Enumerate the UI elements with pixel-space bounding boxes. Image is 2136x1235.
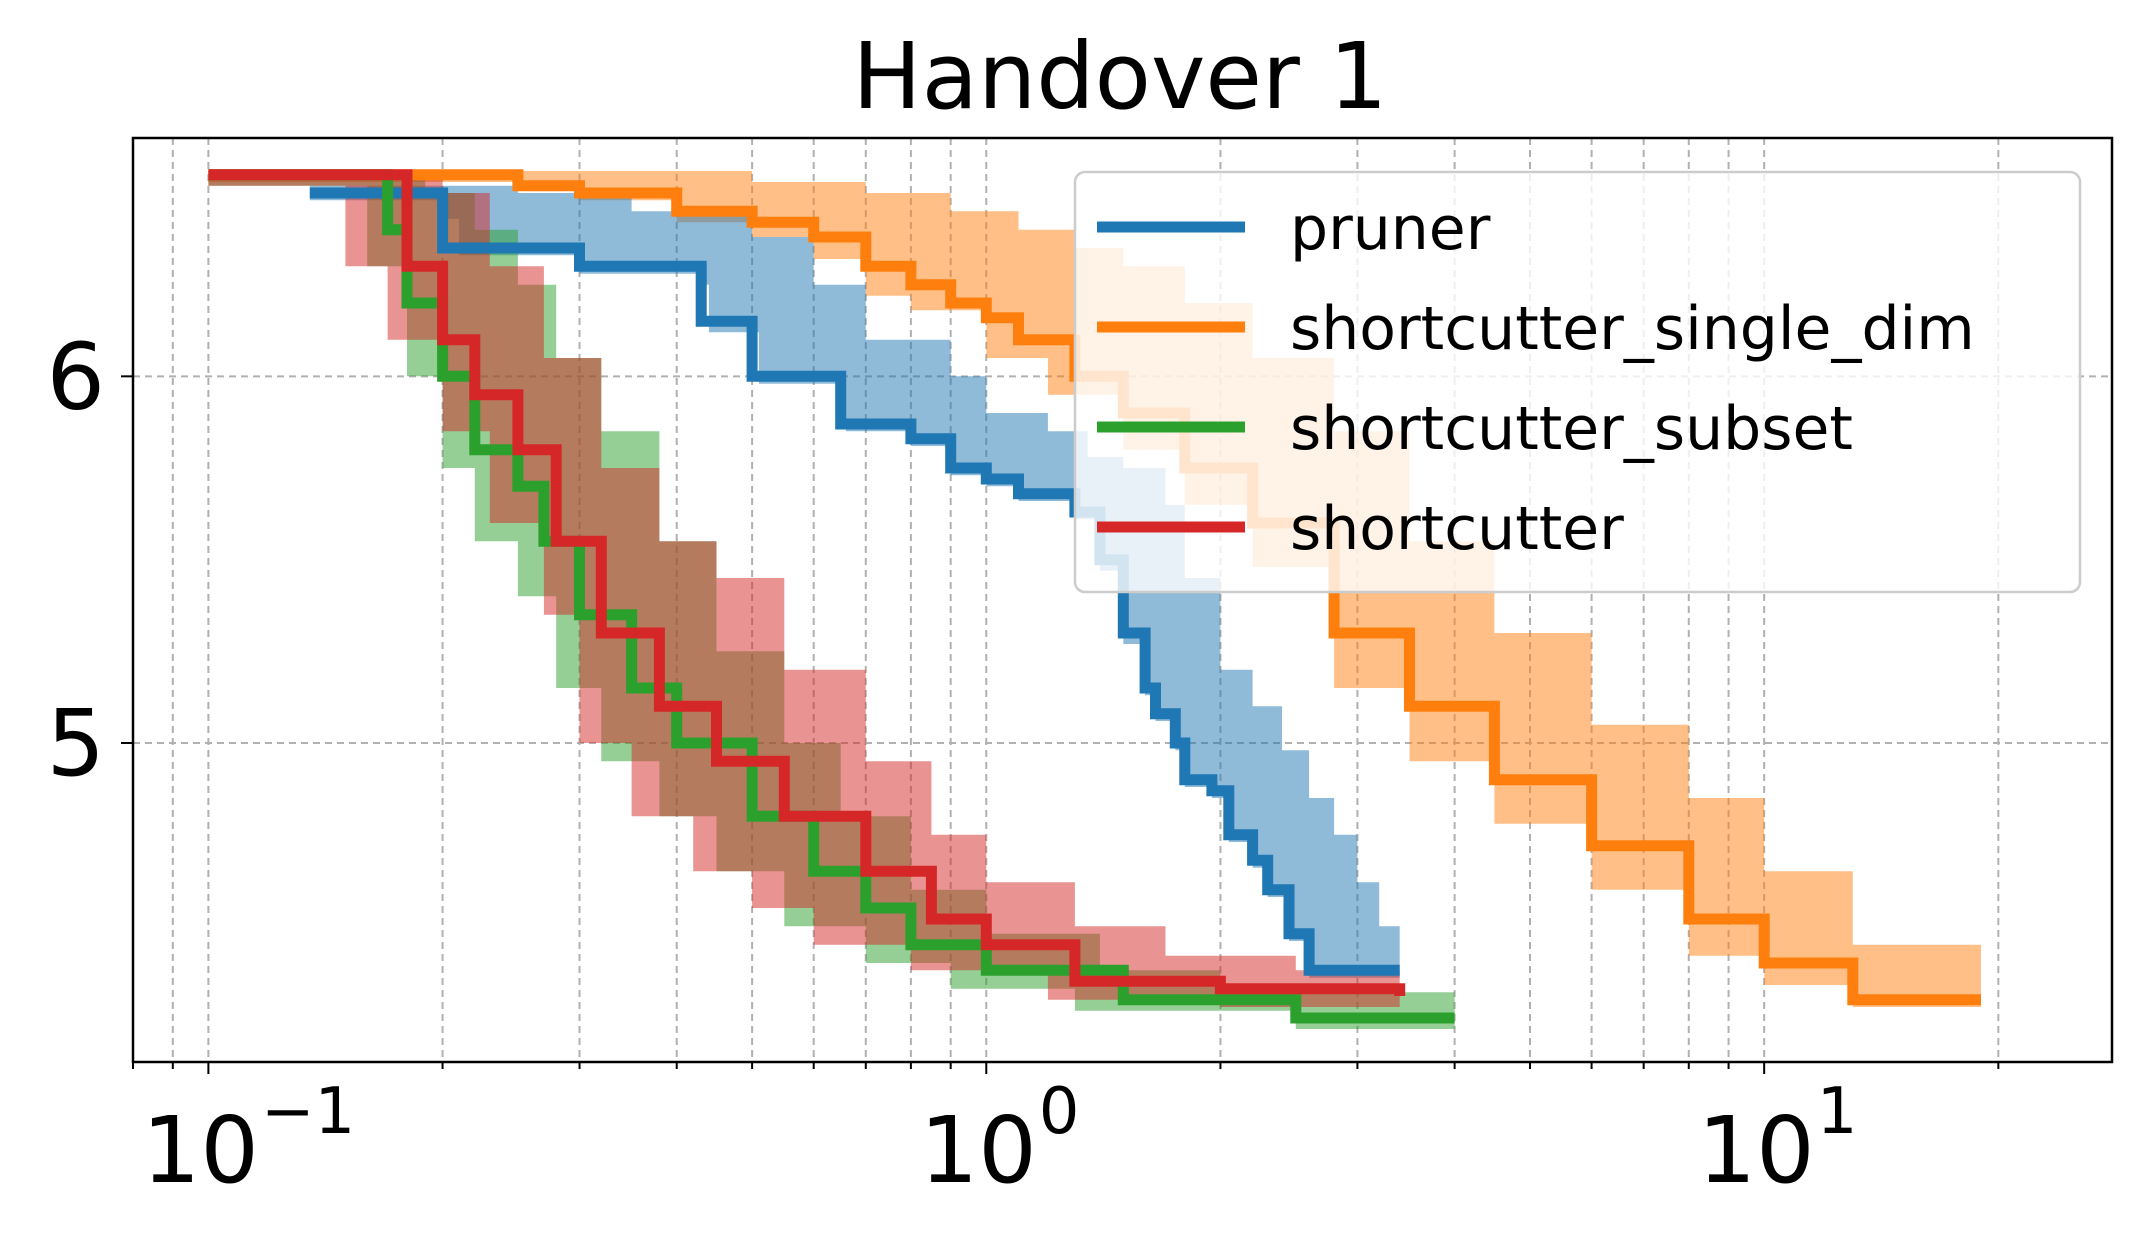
chart-title: Handover 1 [852,23,1387,130]
line-shortcutter_subset [208,169,1455,1024]
line-shortcutter [208,169,1406,996]
legend-label-pruner: pruner [1290,194,1491,264]
y-tick-label: 6 [46,323,105,430]
legend-label-shortcutter_single_dim: shortcutter_single_dim [1290,294,1975,364]
legend-label-shortcutter: shortcutter [1290,494,1624,564]
legend: pruner shortcutter_single_dim shortcutter_… [1073,170,2082,594]
ticks: 10 −1 10 0 10 156 [46,323,2000,1204]
x-tick-exponent: −1 [261,1075,355,1149]
axes-frame [131,136,2114,1064]
x-tick-label: 10 [920,1097,1037,1204]
x-tick-exponent: 1 [1817,1075,1858,1149]
x-tick-exponent: 0 [1039,1075,1080,1149]
legend-label-shortcutter_subset: shortcutter_subset [1290,394,1853,464]
x-tick-label: 10 [1698,1097,1815,1204]
legend-box [1073,170,2082,594]
x-tick-label: 10 [142,1097,259,1204]
y-tick-label: 5 [46,690,105,797]
band-shortcutter_single_dim [208,171,1981,1007]
band-shortcutter [208,171,1400,1007]
